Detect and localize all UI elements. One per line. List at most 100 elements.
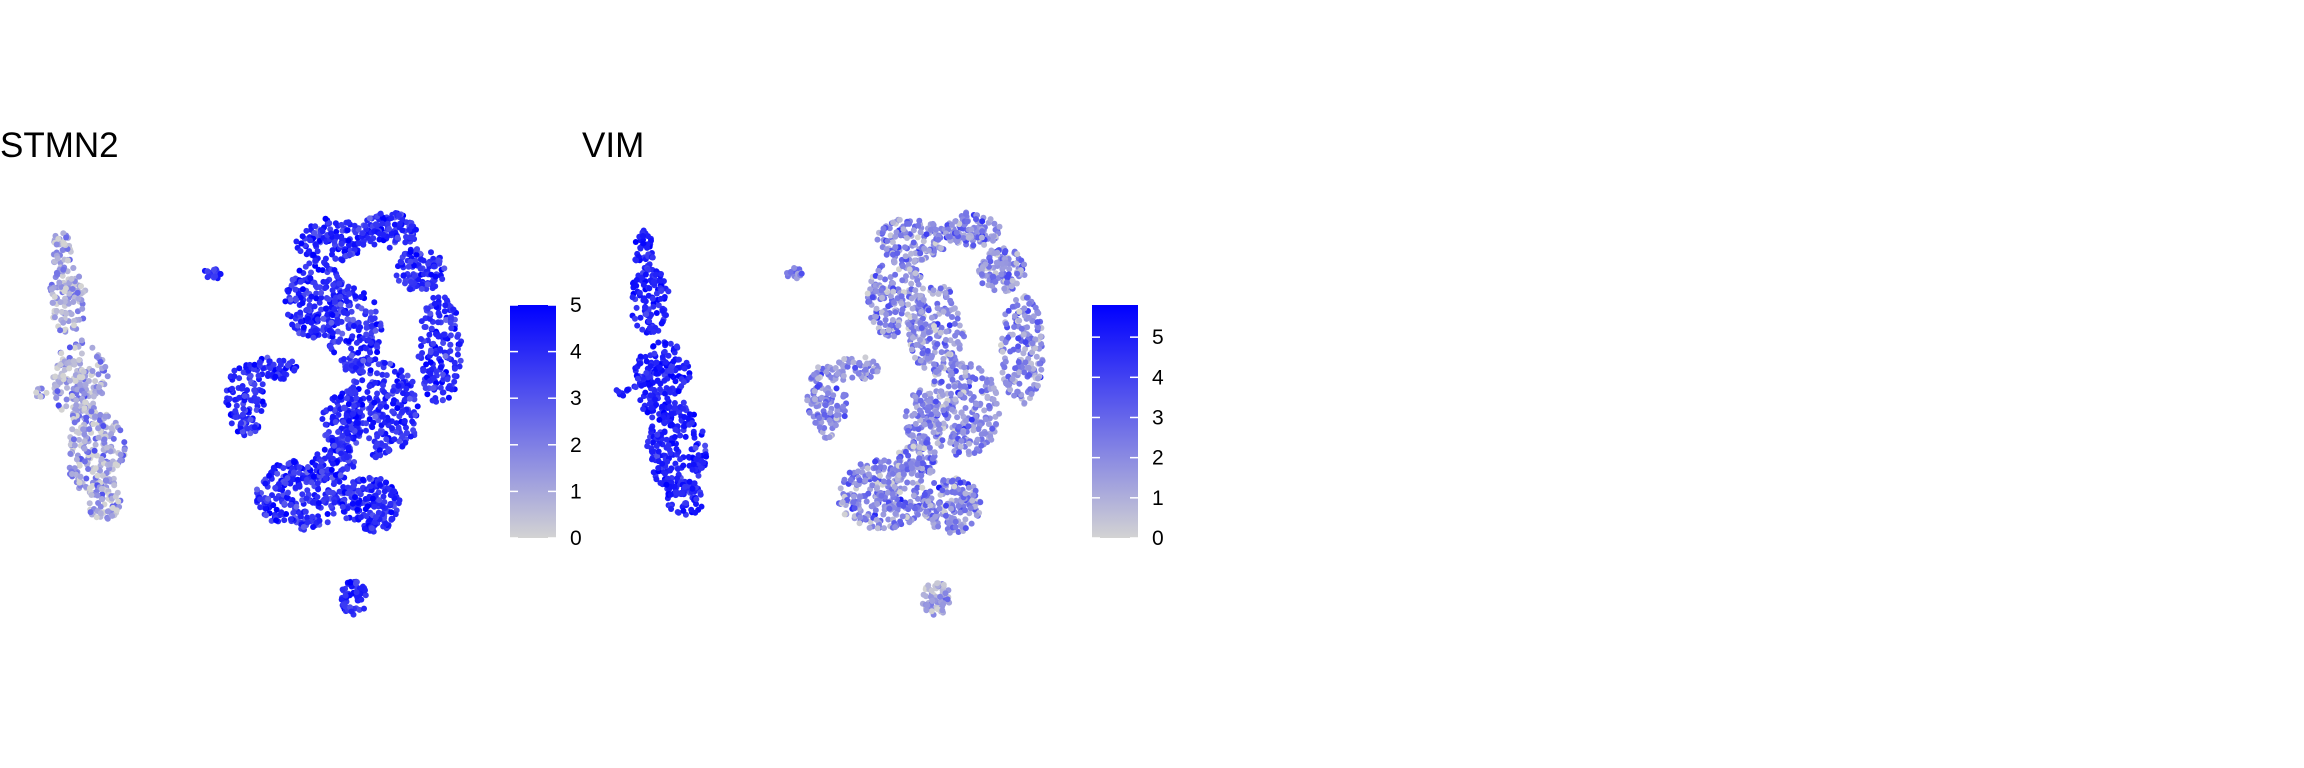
cell-point	[58, 299, 64, 305]
cell-point	[656, 449, 662, 455]
cell-point	[667, 367, 673, 373]
cell-point	[807, 410, 813, 416]
cell-point	[289, 322, 295, 328]
cell-point	[442, 308, 448, 314]
cell-point	[414, 252, 420, 258]
cell-point	[72, 442, 78, 448]
cell-point	[969, 498, 975, 504]
cell-point	[76, 274, 82, 280]
cell-point	[370, 496, 376, 502]
cell-point	[336, 281, 342, 287]
cell-point	[346, 388, 352, 394]
cell-point	[94, 354, 100, 360]
cell-point	[374, 349, 380, 355]
cell-point	[865, 465, 871, 471]
cell-point	[693, 445, 699, 451]
cell-point	[815, 364, 821, 370]
cell-point	[954, 230, 960, 236]
cell-point	[282, 298, 288, 304]
cell-point	[318, 459, 324, 465]
cell-point	[1009, 283, 1015, 289]
cell-point	[50, 300, 56, 306]
cell-point	[373, 454, 379, 460]
cell-point	[408, 279, 414, 285]
cell-point	[989, 426, 995, 432]
cell-point	[657, 386, 663, 392]
cell-point	[884, 252, 890, 258]
cell-point	[847, 470, 853, 476]
cell-point	[680, 463, 686, 469]
cell-point	[624, 387, 630, 393]
cell-point	[85, 466, 91, 472]
cell-point	[358, 514, 364, 520]
cell-point	[82, 399, 88, 405]
cell-point	[856, 371, 862, 377]
cell-point	[939, 325, 945, 331]
cell-point	[388, 215, 394, 221]
cell-point	[333, 419, 339, 425]
cell-point	[332, 299, 338, 305]
cell-point	[344, 395, 350, 401]
cell-point	[991, 385, 997, 391]
cell-point	[407, 396, 413, 402]
cell-point	[79, 374, 85, 380]
cell-point	[673, 427, 679, 433]
cell-point	[99, 456, 105, 462]
cell-point	[348, 346, 354, 352]
cell-point	[305, 464, 311, 470]
cell-point	[940, 356, 946, 362]
cell-point	[293, 297, 299, 303]
cell-point	[930, 517, 936, 523]
cell-point	[910, 480, 916, 486]
cell-point	[229, 420, 235, 426]
cell-point	[633, 257, 639, 263]
cell-point	[931, 429, 937, 435]
cell-point	[1026, 365, 1032, 371]
cell-point	[955, 311, 961, 317]
cell-point	[952, 384, 958, 390]
cell-point	[328, 320, 334, 326]
cell-point	[52, 374, 58, 380]
cell-point	[323, 475, 329, 481]
cell-point	[440, 340, 446, 346]
cell-point	[69, 393, 75, 399]
cell-point	[834, 403, 840, 409]
cell-point	[57, 327, 63, 333]
cell-point	[359, 377, 365, 383]
cell-point	[632, 316, 638, 322]
cell-point	[890, 289, 896, 295]
cell-point	[649, 449, 655, 455]
cell-point	[979, 228, 985, 234]
cell-point	[919, 257, 925, 263]
cell-point	[817, 424, 823, 430]
cell-point	[285, 289, 291, 295]
cell-point	[330, 282, 336, 288]
cell-point	[840, 404, 846, 410]
cell-point	[835, 371, 841, 377]
cell-point	[969, 521, 975, 527]
cell-point	[431, 264, 437, 270]
cell-point	[372, 315, 378, 321]
cell-point	[81, 391, 87, 397]
cell-point	[638, 383, 644, 389]
cell-point	[72, 419, 78, 425]
cell-point	[331, 500, 337, 506]
cell-point	[285, 312, 291, 318]
cell-point	[412, 273, 418, 279]
cell-point	[851, 494, 857, 500]
cell-point	[69, 426, 75, 432]
cell-point	[693, 456, 699, 462]
cell-point	[323, 422, 329, 428]
cell-point	[447, 348, 453, 354]
cell-point	[298, 248, 304, 254]
cell-point	[396, 212, 402, 218]
cell-point	[990, 274, 996, 280]
cell-point	[308, 320, 314, 326]
cell-point	[877, 473, 883, 479]
cell-point	[909, 295, 915, 301]
cell-point	[99, 496, 105, 502]
cell-point	[104, 478, 110, 484]
cell-point	[305, 519, 311, 525]
cell-point	[655, 340, 661, 346]
cell-point	[89, 345, 95, 351]
